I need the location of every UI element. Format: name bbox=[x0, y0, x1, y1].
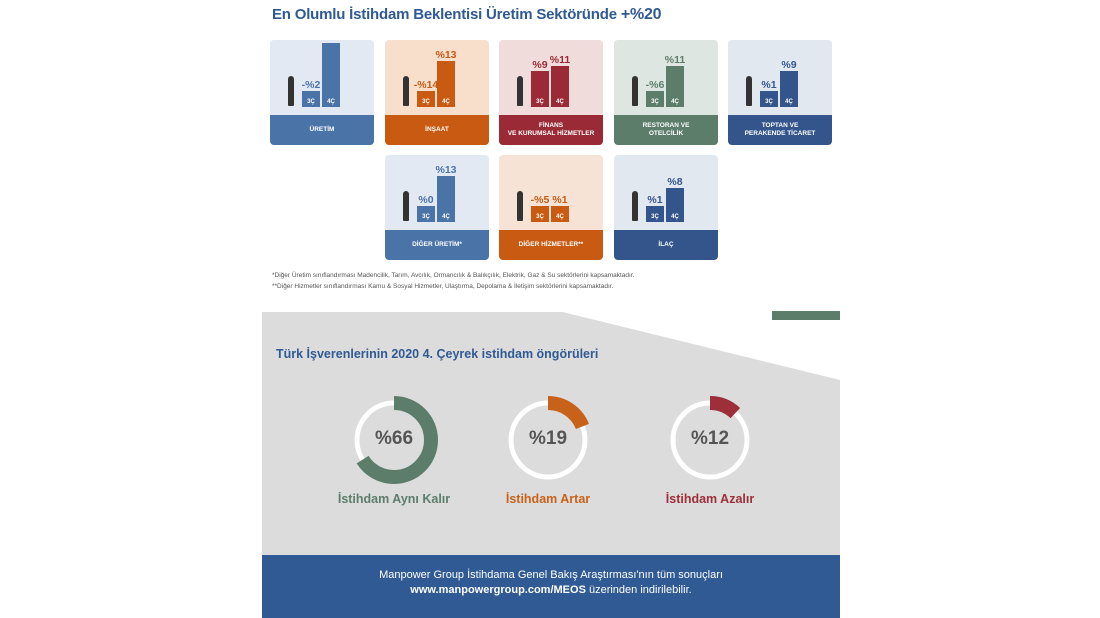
value-q4: %13 bbox=[435, 48, 457, 61]
donut-chart bbox=[350, 396, 438, 484]
page-title: En Olumlu İstihdam Beklentisi Üretim Sek… bbox=[272, 6, 662, 23]
value-q4: %11 bbox=[664, 53, 686, 66]
bar-q4: 4Ç bbox=[437, 60, 455, 107]
forecast-title: Türk İşverenlerinin 2020 4. Çeyrek istih… bbox=[276, 347, 599, 361]
footer-link[interactable]: www.manpowergroup.com/MEOS bbox=[410, 584, 586, 596]
donut-value: %19 bbox=[528, 428, 568, 449]
value-q3: %1 bbox=[761, 78, 777, 91]
bar-q3: 3Ç bbox=[302, 91, 320, 107]
value-q3: -%14 bbox=[413, 79, 439, 91]
value-q4: %20 bbox=[316, 40, 346, 43]
donut-value: %12 bbox=[690, 428, 730, 449]
sector-card: 3Ç 4Ç -%2 %20 ÜRETİM bbox=[270, 40, 374, 145]
donut-fill bbox=[350, 396, 438, 484]
donut-value: %66 bbox=[374, 428, 414, 449]
bar-q3: 3Ç bbox=[646, 91, 664, 107]
person-icon bbox=[632, 76, 638, 106]
sector-card: 3Ç 4Ç %1 %9 TOPTAN VE PERAKENDE TİCARET bbox=[728, 40, 832, 145]
sector-card: 3Ç 4Ç -%5 %1 DİĞER HİZMETLER** bbox=[499, 155, 603, 260]
person-icon bbox=[403, 191, 409, 221]
value-q4: %8 bbox=[667, 176, 683, 188]
person-icon bbox=[403, 76, 409, 106]
value-q3: -%2 bbox=[301, 79, 321, 91]
donut-label: İstihdam Aynı Kalır bbox=[337, 492, 451, 506]
bar-q3: 3Ç bbox=[417, 206, 435, 222]
value-q4: %13 bbox=[435, 163, 457, 176]
value-q4: %11 bbox=[549, 53, 571, 66]
bar-q3: 3Ç bbox=[760, 90, 778, 107]
value-q3: -%5 bbox=[530, 194, 550, 206]
sector-card: 3Ç 4Ç -%14 %13 İNŞAAT bbox=[385, 40, 489, 145]
person-icon bbox=[632, 191, 638, 221]
sector-label: DİĞER HİZMETLER** bbox=[499, 230, 603, 260]
sector-card: 3Ç 4Ç %1 %8 İLAÇ bbox=[614, 155, 718, 260]
footnotes: *Diğer Üretim sınıflandırması Madencilik… bbox=[272, 270, 634, 292]
sector-card: 3Ç 4Ç %9 %11 FİNANS VE KURUMSAL HİZMETLE… bbox=[499, 40, 603, 145]
footer-text: üzerinden indirilebilir. bbox=[585, 584, 692, 596]
sector-label: DİĞER ÜRETİM* bbox=[385, 230, 489, 260]
donut-label: İstihdam Artar bbox=[505, 492, 591, 506]
sector-label: ÜRETİM bbox=[270, 115, 374, 145]
bar-q4: 4Ç bbox=[666, 65, 684, 107]
bar-q3: 3Ç bbox=[417, 91, 435, 107]
bar-q3: 3Ç bbox=[646, 205, 664, 222]
bar-q4: 4Ç bbox=[437, 175, 455, 222]
bar-q4: 4Ç bbox=[322, 43, 340, 107]
bar-q3: 3Ç bbox=[531, 206, 549, 222]
person-icon bbox=[746, 76, 752, 106]
person-icon bbox=[288, 76, 294, 106]
value-q3: -%6 bbox=[645, 79, 665, 91]
sector-label: FİNANS VE KURUMSAL HİZMETLER bbox=[499, 115, 603, 145]
value-q4: %1 bbox=[552, 193, 568, 206]
footer-text: Manpower Group İstihdama Genel Bakış Ara… bbox=[379, 569, 723, 581]
sector-label: İLAÇ bbox=[614, 230, 718, 260]
value-q3: %0 bbox=[418, 194, 434, 206]
donut-label: İstihdam Azalır bbox=[665, 492, 755, 506]
sector-label: İNŞAAT bbox=[385, 115, 489, 145]
sector-card: 3Ç 4Ç %0 %13 DİĞER ÜRETİM* bbox=[385, 155, 489, 260]
bar-q3: 3Ç bbox=[531, 70, 549, 107]
footnote: **Diğer Hizmetler sınıflandırması Kamu &… bbox=[272, 283, 614, 290]
sector-label: TOPTAN VE PERAKENDE TİCARET bbox=[728, 115, 832, 145]
bar-q4: 4Ç bbox=[551, 65, 569, 107]
donut-fill bbox=[666, 396, 754, 484]
value-q4: %9 bbox=[781, 58, 797, 71]
bar-q4: 4Ç bbox=[780, 70, 798, 107]
footer-banner: Manpower Group İstihdama Genel Bakış Ara… bbox=[262, 555, 840, 618]
donut-chart bbox=[504, 396, 592, 484]
decorative-bar bbox=[772, 311, 840, 320]
person-icon bbox=[517, 191, 523, 221]
donut-fill bbox=[504, 396, 592, 484]
sector-card: 3Ç 4Ç -%6 %11 RESTORAN VE OTELCİLİK bbox=[614, 40, 718, 145]
sector-label: RESTORAN VE OTELCİLİK bbox=[614, 115, 718, 145]
bar-q4: 4Ç bbox=[551, 205, 569, 222]
footnote: *Diğer Üretim sınıflandırması Madencilik… bbox=[272, 272, 635, 279]
value-q3: %9 bbox=[532, 58, 548, 71]
donut-chart bbox=[666, 396, 754, 484]
value-q3: %1 bbox=[647, 193, 663, 206]
bar-q4: 4Ç bbox=[666, 188, 684, 222]
person-icon bbox=[517, 76, 523, 106]
